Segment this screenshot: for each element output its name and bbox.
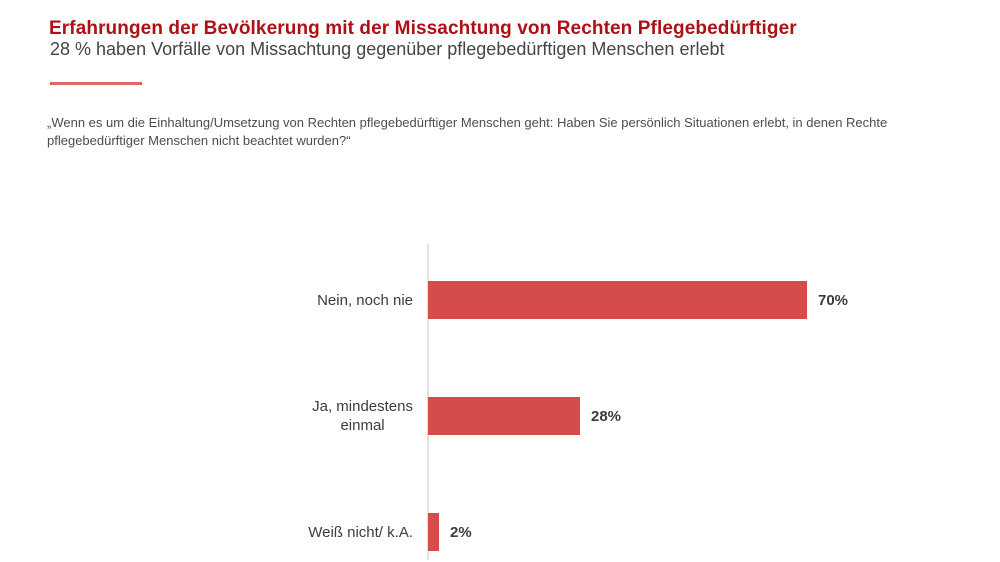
bar	[428, 397, 580, 435]
category-label: Nein, noch nie	[317, 291, 413, 309]
page-title: Erfahrungen der Bevölkerung mit der Miss…	[49, 17, 797, 39]
category-label: Weiß nicht/ k.A.	[308, 523, 413, 541]
page-subtitle: 28 % haben Vorfälle von Missachtung gege…	[50, 39, 725, 59]
value-label: 28%	[591, 407, 622, 425]
category-label: Ja, mindestens einmal	[312, 398, 413, 434]
chart-row: Weiß nicht/ k.A. 2%	[0, 513, 1000, 551]
value-label: 2%	[450, 523, 472, 541]
divider-line	[50, 82, 142, 85]
bar	[428, 513, 439, 551]
survey-question: „Wenn es um die Einhaltung/Umsetzung von…	[47, 115, 888, 148]
chart-row: Nein, noch nie 70%	[0, 281, 1000, 319]
bar	[428, 281, 807, 319]
chart-row: Ja, mindestens einmal 28%	[0, 397, 1000, 435]
value-label: 70%	[818, 291, 849, 309]
